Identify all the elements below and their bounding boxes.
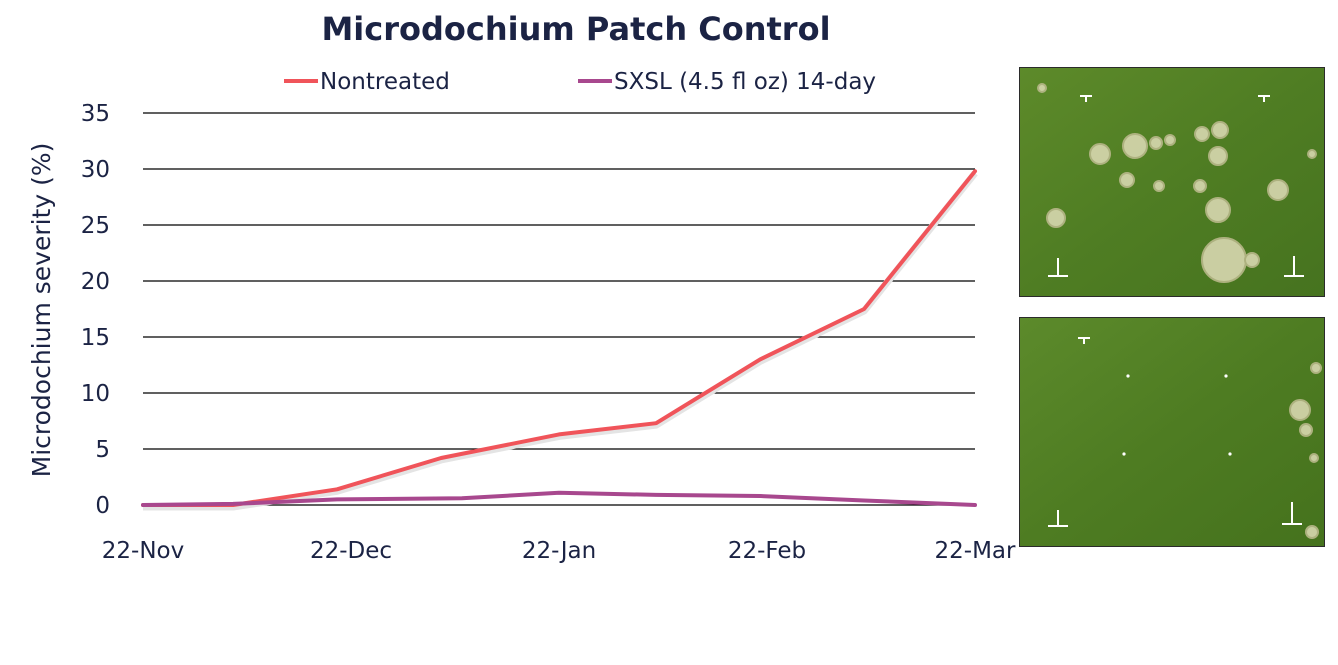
series-lines (141, 169, 978, 511)
series-shadow-nontreated (143, 171, 978, 511)
series-line-sxsl-4-5-fl-oz-14-day (141, 490, 977, 507)
y-tick-label: 15 (81, 325, 110, 351)
turf-plot-photo-treated-icon (1019, 317, 1325, 547)
y-tick-label: 10 (81, 381, 110, 407)
legend: Nontreated SXSL (4.5 fl oz) 14-day (284, 69, 876, 95)
legend-label-nontreated: Nontreated (320, 69, 450, 95)
x-tick-label: 22-Mar (935, 538, 1017, 564)
y-axis-label: Microdochium severity (%) (27, 143, 56, 478)
x-tick-label: 22-Dec (310, 538, 392, 564)
turf-plot-photo-diseased-icon (1019, 67, 1325, 297)
gridlines (143, 112, 975, 506)
series-line-nontreated (141, 169, 977, 507)
x-tick-label: 22-Feb (728, 538, 806, 564)
y-tick-label: 35 (81, 101, 110, 127)
y-tick-label: 0 (95, 493, 110, 519)
y-tick-label: 30 (81, 157, 110, 183)
y-tick-label: 20 (81, 269, 110, 295)
x-tick-label: 22-Nov (102, 538, 184, 564)
y-tick-label: 5 (95, 437, 110, 463)
y-tick-labels: 0 5 10 15 20 25 30 35 (81, 101, 110, 519)
x-tick-label: 22-Jan (522, 538, 596, 564)
y-tick-label: 25 (81, 213, 110, 239)
chart-title: Microdochium Patch Control (321, 10, 830, 48)
legend-label-sxsl: SXSL (4.5 fl oz) 14-day (614, 69, 876, 95)
x-tick-labels: 22-Nov 22-Dec 22-Jan 22-Feb 22-Mar (102, 538, 1016, 564)
